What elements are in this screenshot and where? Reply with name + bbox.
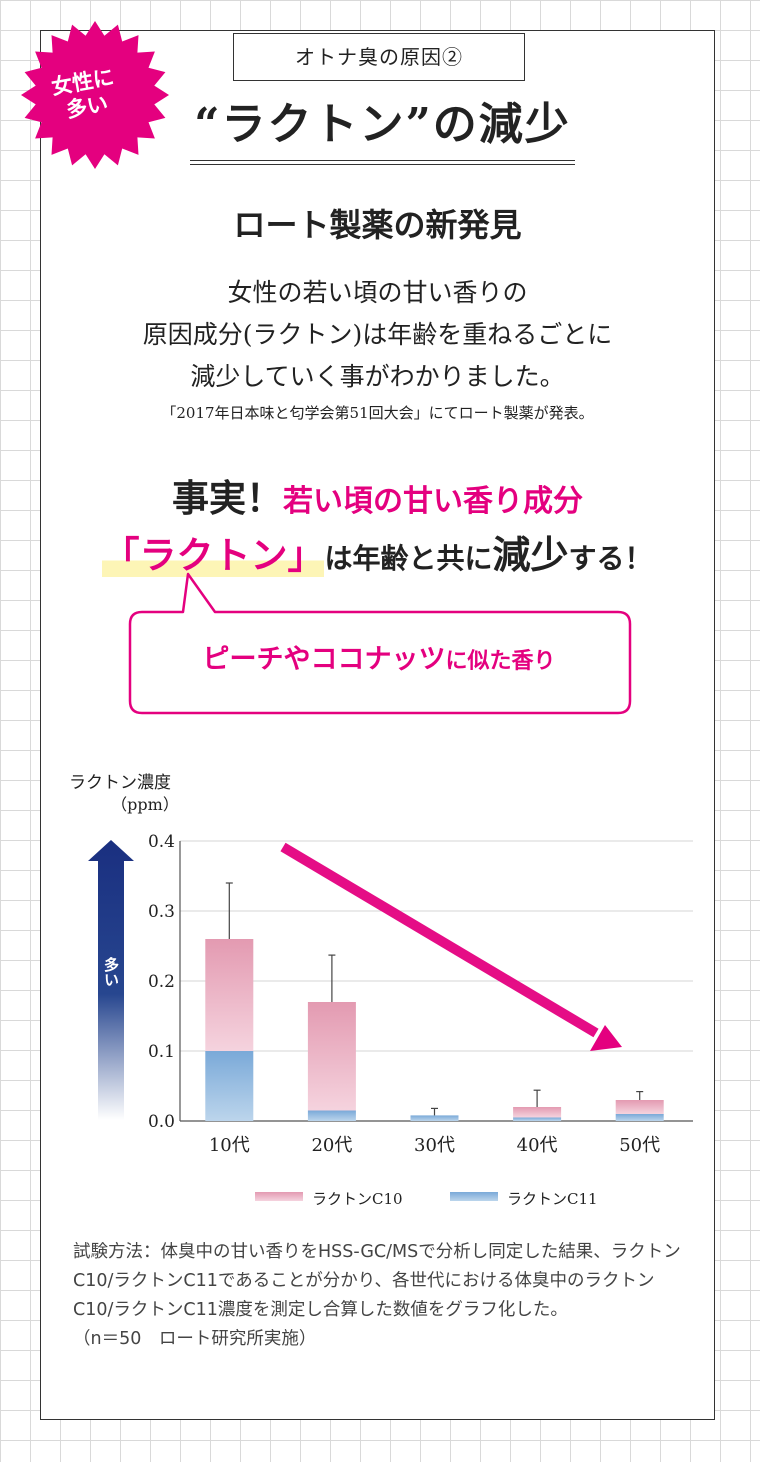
fact-line-1: 事実！若い頃の甘い香り成分: [40, 468, 715, 522]
x-tick-label: 50代: [619, 1135, 660, 1156]
fact-highlight: 「ラクトン」: [102, 534, 325, 577]
fact-end: する！: [568, 542, 653, 575]
subtitle-box: オトナ臭の原因②: [233, 33, 525, 81]
method-note: 試験方法：体臭中の甘い香りをHSS-GC/MSで分析し同定した結果、ラクトンC1…: [73, 1238, 688, 1354]
legend-swatch-c10: [255, 1192, 303, 1201]
trend-arrow-head: [590, 1025, 622, 1051]
bubble-tail: に似た香り: [445, 649, 556, 674]
info-card: [40, 30, 715, 1420]
bar-c10: [615, 1100, 664, 1114]
fact-keyword: 事実！: [172, 477, 283, 520]
bar-c11: [615, 1114, 664, 1121]
bar-c10: [205, 939, 254, 1051]
legend-label-c11: ラクトンC11: [507, 1190, 598, 1208]
body-line-2: 原因成分(ラクトン)は年齢を重ねるごとに: [142, 320, 613, 349]
lactone-chart: 0.0 0.1 0.2 0.3 0.4 10代 20代 30代 40代 50代 ラクトン濃度 （p…: [69, 773, 693, 1208]
chart-grid: [179, 840, 693, 1122]
bar-c10: [513, 1107, 562, 1118]
trend-arrow: [280, 842, 622, 1051]
x-tick-label: 10代: [209, 1135, 250, 1156]
body-line-3: 減少していく事がわかりました。: [190, 362, 565, 391]
legend-swatch-c11: [450, 1192, 498, 1201]
bar-c11: [513, 1117, 562, 1121]
bubble-text: ピーチやココナッツに似た香り: [127, 637, 631, 676]
body-text: 女性の若い頃の甘い香りの 原因成分(ラクトン)は年齢を重ねるごとに 減少していく…: [40, 272, 715, 398]
x-tick-label: 40代: [517, 1135, 558, 1156]
y-tick-label: 0.3: [148, 902, 175, 922]
chart-bars: [205, 882, 664, 1121]
fact-bold: 減少: [492, 533, 569, 577]
page-title: “ラクトン”の減少: [194, 99, 571, 150]
bar-c11: [307, 1110, 356, 1121]
y-tick-label: 0.1: [148, 1042, 175, 1062]
method-note-text: 試験方法：体臭中の甘い香りをHSS-GC/MSで分析し同定した結果、ラクトンC1…: [73, 1242, 681, 1320]
side-arrow-label: 多い: [102, 956, 120, 987]
legend: ラクトンC10 ラクトンC11: [255, 1190, 598, 1208]
bubble-main: ピーチやココナッツ: [202, 644, 446, 675]
bar-c11: [410, 1115, 459, 1121]
x-tick-label: 20代: [311, 1135, 352, 1156]
legend-label-c10: ラクトンC10: [312, 1190, 403, 1208]
y-tick-label: 0.0: [148, 1112, 175, 1132]
fact-mid: は年齢と共に: [324, 542, 493, 575]
title-underline: [190, 160, 575, 161]
side-arrow: 多い: [88, 840, 134, 1120]
speech-bubble: [128, 572, 632, 715]
y-tick-label: 0.2: [148, 972, 175, 992]
x-tick-label: 30代: [414, 1135, 455, 1156]
bar-c11: [205, 1051, 254, 1121]
method-note-credit: （n＝50 ロート研究所実施）: [73, 1329, 317, 1349]
source-note: 「2017年日本味と匂学会第51回大会」にてロート製薬が発表。: [161, 404, 594, 422]
fact-pink: 若い頃の甘い香り成分: [283, 484, 583, 519]
chart-ticks: 0.0 0.1 0.2 0.3 0.4 10代 20代 30代 40代 50代: [148, 832, 660, 1156]
badge-starburst: [21, 21, 169, 169]
title-underline-2: [190, 164, 575, 165]
y-axis-label: ラクトン濃度: [69, 773, 171, 793]
y-axis-unit: （ppm）: [111, 795, 179, 814]
y-tick-label: 0.4: [148, 832, 175, 852]
bar-c10: [307, 1002, 356, 1111]
discovery-heading: ロート製薬の新発見: [233, 206, 522, 244]
body-line-1: 女性の若い頃の甘い香りの: [227, 278, 528, 307]
fact-line-2: 「ラクトン」は年齢と共に減少する！: [40, 524, 715, 579]
